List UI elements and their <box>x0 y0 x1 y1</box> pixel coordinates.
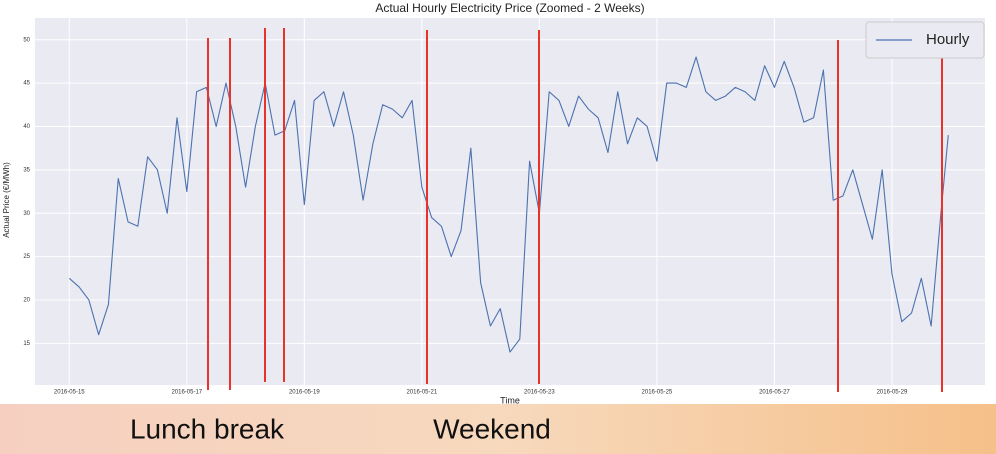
chart-title: Actual Hourly Electricity Price (Zoomed … <box>375 1 644 15</box>
legend-box <box>865 21 985 59</box>
y-axis-label: Actual Price (€/MWh) <box>2 162 11 238</box>
y-tick-label: 15 <box>23 341 30 347</box>
line <box>68 56 949 353</box>
banner <box>0 404 996 454</box>
x-tick-label: 2016-05-19 <box>289 390 320 396</box>
x-tick-label: 2016-05-17 <box>171 390 202 396</box>
x-axis-label: Time <box>500 395 520 405</box>
legend-label: Hourly <box>926 31 970 48</box>
y-tick-label: 35 <box>23 167 30 173</box>
x-tick-label: 2016-05-15 <box>54 390 85 396</box>
x-tick-label: 2016-05-25 <box>642 390 673 396</box>
y-tick-label: 50 <box>23 37 30 43</box>
y-tick-label: 30 <box>23 211 30 217</box>
y-tick-label: 45 <box>23 81 30 87</box>
x-tick-label: 2016-05-29 <box>877 390 908 396</box>
x-tick-label: 2016-05-23 <box>524 390 555 396</box>
y-tick-label: 20 <box>23 298 30 304</box>
annotation: Weekend <box>433 413 551 444</box>
annotation: Lunch break <box>130 413 285 444</box>
y-tick-label: 25 <box>23 254 30 260</box>
legend: Hourly <box>865 21 985 59</box>
x-tick-label: 2016-05-21 <box>407 390 438 396</box>
plot-area <box>35 18 985 385</box>
x-tick-label: 2016-05-27 <box>759 390 790 396</box>
series <box>68 56 949 353</box>
annotation-lines <box>207 28 943 392</box>
y-tick-label: 40 <box>23 124 30 130</box>
